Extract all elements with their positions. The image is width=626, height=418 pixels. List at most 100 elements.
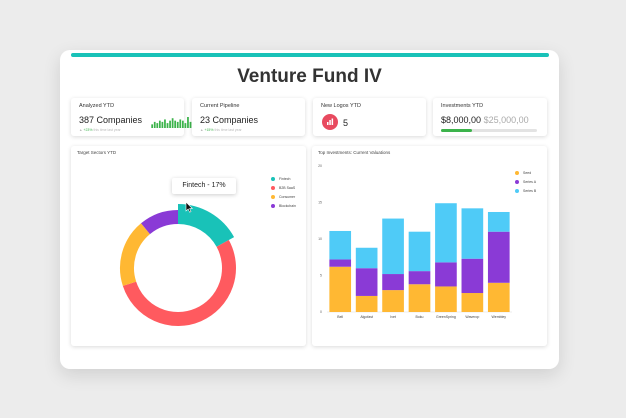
mouse-cursor-icon xyxy=(185,201,193,213)
kpi-pipeline[interactable]: Current Pipeline 23 Companies ▲ +15% thi… xyxy=(192,98,305,136)
bar-bell-series-b[interactable] xyxy=(329,230,352,260)
dashboard-card: Venture Fund IV Analyzed YTD 387 Compani… xyxy=(60,50,559,369)
sparkline-chart xyxy=(151,117,197,128)
y-tick-label: 15 xyxy=(318,201,322,205)
donut-slice-consumer[interactable] xyxy=(120,223,151,286)
legend-label: Blockchain xyxy=(279,203,296,208)
donut-slice-blockchain[interactable] xyxy=(141,210,179,235)
delta-value: +23% xyxy=(83,128,93,132)
bar-algofast-seed[interactable] xyxy=(355,295,378,312)
legend-swatch xyxy=(271,176,275,181)
bar-waverop-series-b[interactable] xyxy=(461,208,484,259)
legend-swatch xyxy=(271,185,275,190)
legend-item[interactable]: B2B SaaS xyxy=(271,183,296,192)
sparkline-bar xyxy=(169,120,171,128)
investment-progress xyxy=(441,129,537,132)
bar-greenspring-series-b[interactable] xyxy=(435,203,457,263)
legend-label: Series A xyxy=(523,179,537,184)
bar-wembley-series-a[interactable] xyxy=(487,231,510,283)
y-tick-label: 10 xyxy=(318,237,322,241)
legend-swatch xyxy=(271,203,275,208)
chart-tooltip: Fintech - 17% xyxy=(172,178,236,194)
investment-amount: $8,000,00 xyxy=(441,115,482,125)
kpi-delta: ▲ +23% this time last year xyxy=(79,128,121,132)
bar-ivet-series-a[interactable] xyxy=(382,274,404,291)
bar-ivet-series-b[interactable] xyxy=(382,218,404,275)
kpi-value: 23 Companies xyxy=(200,115,259,125)
bar-bell-seed[interactable] xyxy=(329,266,352,312)
sparkline-bar xyxy=(171,118,174,128)
legend-item[interactable]: Blockchain xyxy=(271,201,296,210)
legend-item[interactable]: Seed xyxy=(515,168,536,177)
legend-label: Seed xyxy=(523,170,532,175)
bar-boku-series-a[interactable] xyxy=(408,271,431,285)
sparkline-bar xyxy=(153,121,156,128)
bar-ivet-seed[interactable] xyxy=(382,290,404,312)
y-tick-label: 20 xyxy=(318,164,322,168)
x-tick-label: GreenSpring xyxy=(436,315,456,319)
bar-wembley-series-b[interactable] xyxy=(487,211,510,232)
page-title: Venture Fund IV xyxy=(237,66,382,87)
sparkline-bar xyxy=(176,121,179,128)
donut-slice-b2b-saas[interactable] xyxy=(122,240,236,326)
delta-value: +15% xyxy=(204,128,214,132)
investment-target: $25,000,00 xyxy=(483,115,529,125)
x-tick-label: Waverop xyxy=(465,315,479,319)
bar-boku-series-b[interactable] xyxy=(408,231,431,272)
y-tick-label: 0 xyxy=(320,310,322,314)
kpi-value: 387 Companies xyxy=(79,115,143,125)
bar-waverop-series-a[interactable] xyxy=(461,258,484,294)
stacked-bar-chart[interactable]: 20 15 10 5 0 Bell Algofast Ivet Boku GreenSpring W… xyxy=(312,146,547,346)
legend-label: Fintech xyxy=(279,176,291,181)
kpi-new-logos[interactable]: New Logos YTD 5 xyxy=(313,98,426,136)
bar-bell-series-a[interactable] xyxy=(329,259,352,267)
kpi-investments[interactable]: Investments YTD $8,000,00 $25,000,00 xyxy=(433,98,547,136)
kpi-label: New Logos YTD xyxy=(321,103,361,109)
progress-fill xyxy=(441,129,472,132)
legend-swatch xyxy=(515,179,519,184)
delta-note: this time last year xyxy=(93,128,121,132)
legend-label: B2B SaaS xyxy=(279,185,296,190)
legend-item[interactable]: Fintech xyxy=(271,174,296,183)
kpi-label: Analyzed YTD xyxy=(79,103,115,109)
sparkline-bar xyxy=(164,119,166,128)
legend-swatch xyxy=(271,194,275,199)
legend-swatch xyxy=(515,170,519,175)
bar-waverop-seed[interactable] xyxy=(461,293,484,312)
x-tick-label: Boku xyxy=(416,315,424,319)
x-tick-label: Ivet xyxy=(390,315,396,319)
kpi-label: Current Pipeline xyxy=(200,103,240,109)
x-tick-label: Algofast xyxy=(360,315,373,319)
legend-item[interactable]: Series B xyxy=(515,186,536,195)
bar-greenspring-seed[interactable] xyxy=(435,286,457,312)
accent-bar xyxy=(71,53,549,57)
y-tick-label: 5 xyxy=(320,274,322,278)
investments-panel: Top Investments: Current Valuations 20 15… xyxy=(312,146,547,346)
kpi-delta: ▲ +15% this time last year xyxy=(200,128,242,132)
legend-item[interactable]: Consumer xyxy=(271,192,296,201)
sparkline-bar xyxy=(184,123,187,128)
sparkline-bar xyxy=(156,123,159,128)
delta-note: this time last year xyxy=(214,128,242,132)
kpi-value: 5 xyxy=(343,118,349,128)
bar-legend: Seed Series A Series B xyxy=(515,168,536,195)
bar-wembley-seed[interactable] xyxy=(487,282,510,312)
sparkline-bar xyxy=(181,120,184,128)
legend-item[interactable]: Series A xyxy=(515,177,536,186)
bar-algofast-series-a[interactable] xyxy=(355,268,378,296)
bar-greenspring-series-a[interactable] xyxy=(435,262,457,287)
kpi-analyzed[interactable]: Analyzed YTD 387 Companies ▲ +23% this t… xyxy=(71,98,197,136)
legend-swatch xyxy=(515,188,519,193)
kpi-label: Investments YTD xyxy=(441,103,484,109)
legend-label: Consumer xyxy=(279,194,296,199)
donut-legend: Fintech B2B SaaS Consumer Blockchain xyxy=(271,174,296,210)
bar-boku-seed[interactable] xyxy=(408,284,431,312)
sparkline-bar xyxy=(161,121,164,128)
sparkline-bar xyxy=(174,120,177,128)
donut-chart[interactable] xyxy=(71,146,306,346)
donut-slice-fintech[interactable] xyxy=(177,204,235,248)
panel-title: Target Sectors YTD xyxy=(77,150,117,155)
bar-algofast-series-b[interactable] xyxy=(355,247,378,269)
sparkline-bar xyxy=(179,119,182,128)
sparkline-bar xyxy=(166,123,169,128)
